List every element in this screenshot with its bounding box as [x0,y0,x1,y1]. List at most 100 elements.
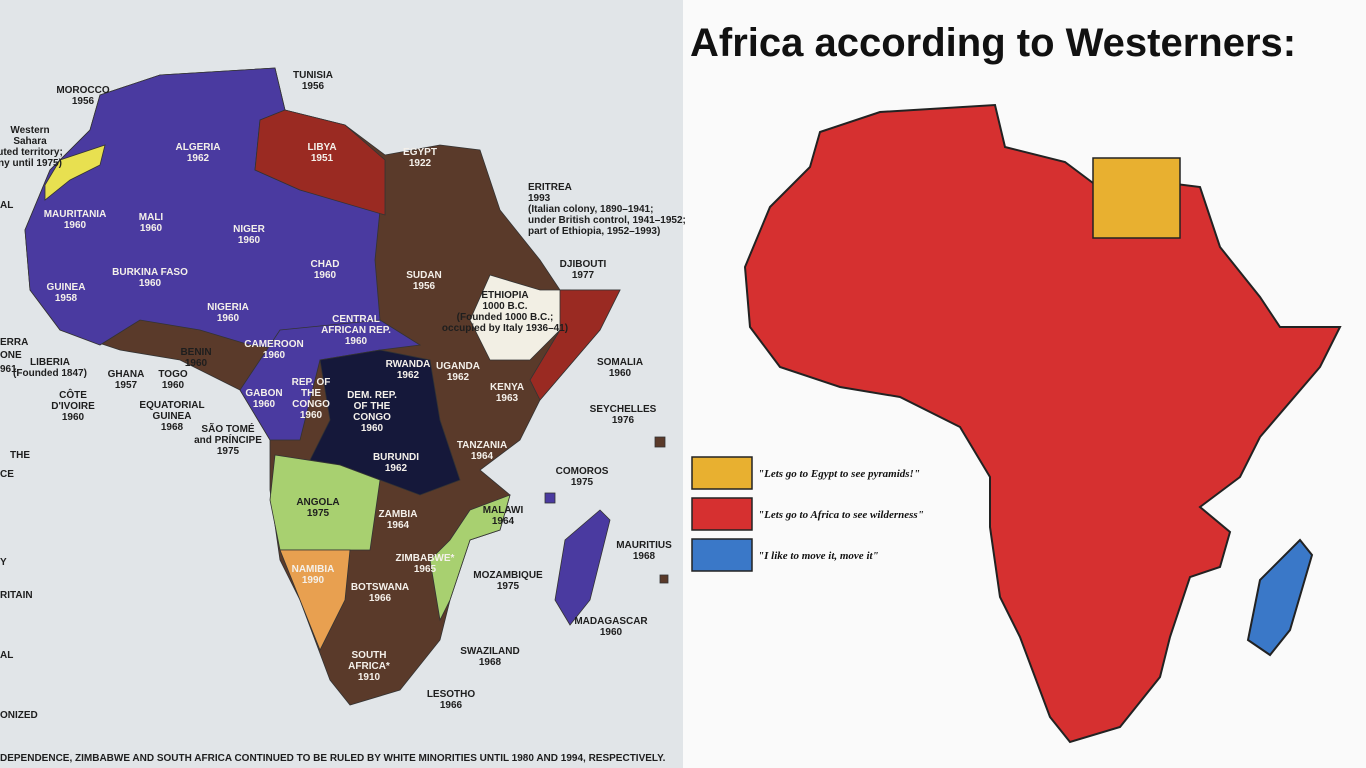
country-label: 1960 [64,220,87,231]
country-label: Sahara [13,136,47,147]
country-label: ALGERIA [176,142,221,153]
country-label: EQUATORIAL [139,400,204,411]
country-label: MALAWI [483,505,524,516]
country-label: CENTRAL [332,314,380,325]
country-label: 1956 [302,81,325,92]
country-label: 1960 [314,270,337,281]
country-label: SWAZILAND [460,646,519,657]
island [544,492,556,504]
country-label: MOZAMBIQUE [473,570,543,581]
country-label: NIGERIA [207,302,249,313]
island [1246,538,1314,657]
country-label: GHANA [108,369,145,380]
country-label: BURKINA FASO [112,267,188,278]
country-label: 1960 [609,368,632,379]
country-label: THE [301,388,321,399]
country-label: 1922 [409,158,432,169]
cropped-label: Y [0,557,7,568]
country-label: 1962 [385,463,408,474]
country-label: 1968 [633,551,656,562]
cropped-label: RITAIN [0,590,33,601]
region-green [429,494,511,622]
country-label: BURUNDI [373,452,419,463]
country-label: uted territory; [0,147,63,158]
country-label: ZIMBABWE* [396,553,455,564]
country-label: (Italian colony, 1890–1941; [528,204,653,215]
country-label: AFRICA* [348,661,390,672]
country-label: 1960 [263,350,286,361]
country-label: CÔTE [59,388,87,401]
country-label: 1968 [161,422,184,433]
country-label: 1963 [496,393,519,404]
country-label: MOROCCO [56,85,110,96]
country-label: and PRÍNCIPE [194,433,262,446]
country-label: 1960 [185,358,208,369]
country-label: 1960 [300,410,323,421]
country-label: KENYA [490,382,524,393]
country-label: 1977 [572,270,595,281]
legend-label: "Lets go to Africa to see wilderness" [758,509,924,521]
cropped-label: THE [10,450,30,461]
country-label: CHAD [311,259,340,270]
country-label: RWANDA [386,359,431,370]
country-label: 1960 [253,399,276,410]
country-label: MAURITIUS [616,540,672,551]
country-label: CONGO [292,399,330,410]
country-label: 1951 [311,153,334,164]
country-label: 1993 [528,193,551,204]
country-label: TANZANIA [457,440,507,451]
country-label: ANGOLA [296,497,339,508]
cropped-label: ONIZED [0,710,38,721]
country-label: EGYPT [403,147,437,158]
country-label: SÃO TOMÉ [201,422,254,435]
country-label: 1000 B.C. [482,301,527,312]
country-label: BENIN [180,347,211,358]
country-label: ERITREA [528,182,572,193]
country-label: ny until 1975) [0,158,62,169]
country-label: (Founded 1000 B.C.; [457,312,554,323]
country-label: BOTSWANA [351,582,409,593]
country-label: SUDAN [406,270,442,281]
cropped-label: ERRA [0,337,28,348]
country-label: GUINEA [47,282,86,293]
legend-swatch [691,497,753,531]
country-label: COMOROS [556,466,609,477]
country-label: MALI [139,212,164,223]
country-label: SEYCHELLES [590,404,657,415]
country-label: MADAGASCAR [574,616,648,627]
country-label: OF THE [354,401,391,412]
country-label: 1975 [217,446,240,457]
country-label: LIBERIA [30,357,70,368]
country-label: SOMALIA [597,357,643,368]
region-orange [279,549,351,651]
country-label: NAMIBIA [292,564,335,575]
country-label: 1966 [369,593,392,604]
country-label: 1962 [447,372,470,383]
region-green [269,454,381,551]
country-label: under British control, 1941–1952; [528,215,686,226]
country-label: GUINEA [153,411,192,422]
country-label: 1960 [140,223,163,234]
country-label: MAURITANIA [44,209,107,220]
country-label: 1976 [612,415,635,426]
country-label: SOUTH [352,650,387,661]
country-label: 1956 [72,96,95,107]
country-label: part of Ethiopia, 1952–1993) [528,226,660,237]
title: Africa according to Westerners: [690,21,1296,65]
country-label: 1960 [62,412,85,423]
country-label: 1960 [600,627,623,638]
country-label: Western [10,125,49,136]
region-yellow [44,144,106,201]
region-white [469,274,571,361]
country-label: NIGER [233,224,265,235]
country-label: GABON [245,388,282,399]
legend-label: "Lets go to Egypt to see pyramids!" [758,468,920,480]
country-label: 1960 [139,278,162,289]
country-label: 1975 [571,477,594,488]
country-label: 1975 [497,581,520,592]
legend-swatch [691,538,753,572]
country-label: 1965 [414,564,437,575]
country-label: 1962 [397,370,420,381]
region-navy [309,349,461,496]
